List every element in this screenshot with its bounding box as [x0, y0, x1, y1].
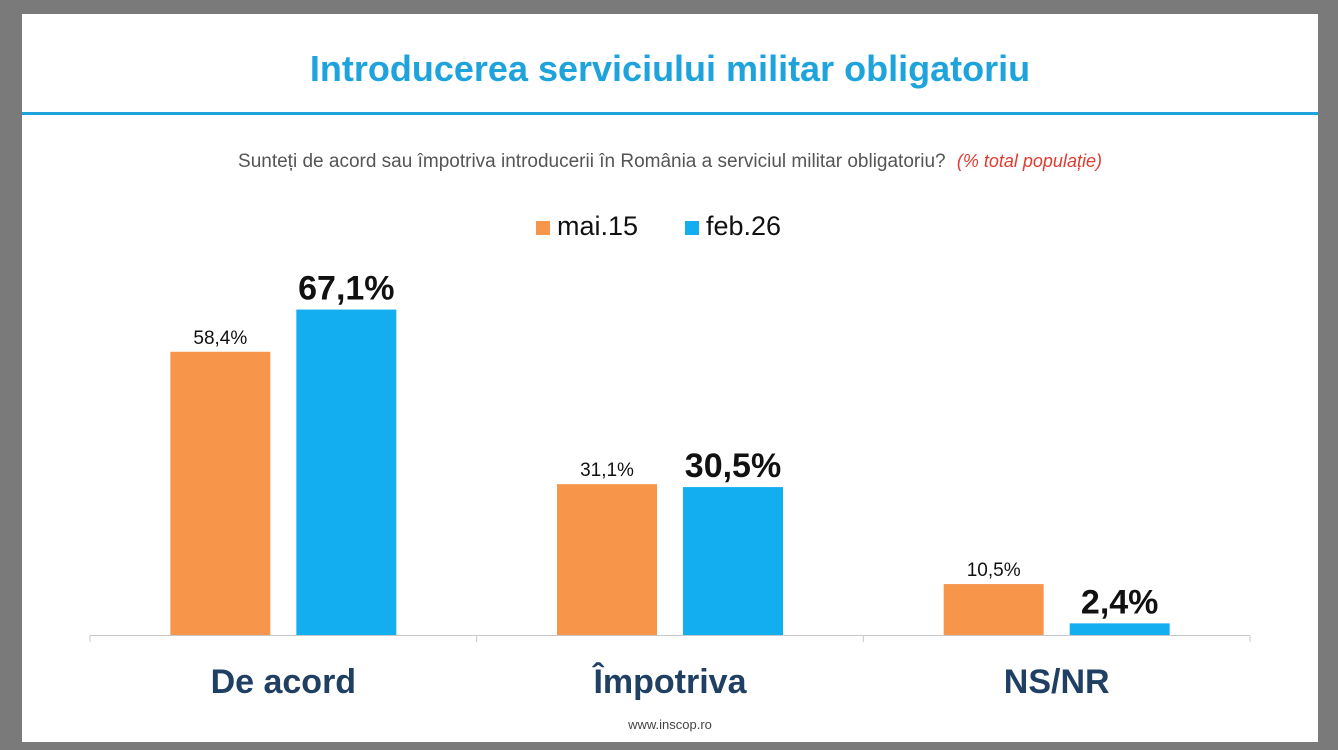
data-label: 31,1% [580, 460, 634, 481]
data-label: 67,1% [298, 270, 394, 308]
bar-mai-15 [170, 351, 271, 635]
bar-mai-15 [557, 484, 657, 635]
legend-label: mai.15 [557, 211, 638, 241]
data-label: 30,5% [685, 447, 781, 485]
question-text: Sunteți de acord sau împotriva introduce… [238, 151, 946, 172]
question-note: (% total populație) [956, 151, 1102, 171]
bar-feb-26 [296, 309, 397, 635]
bar-chart: 58,4% 67,1% De acord 31,1% 30,5% Împotriva 10,… [89, 211, 1251, 701]
data-label: 10,5% [967, 560, 1021, 581]
bar-feb-26 [683, 487, 783, 635]
bar-feb-26 [1069, 623, 1170, 635]
title-divider [22, 112, 1318, 115]
bar-mai-15 [943, 584, 1044, 635]
footer-url: www.inscop.ro [628, 717, 712, 732]
legend-swatch [536, 221, 550, 235]
legend-label: feb.26 [706, 211, 781, 241]
data-label: 58,4% [193, 328, 247, 349]
category-label: NS/NR [1004, 663, 1110, 701]
category-label: Împotriva [591, 663, 747, 701]
category-label: De acord [211, 663, 357, 701]
legend-swatch [685, 221, 699, 235]
survey-question: Sunteți de acord sau împotriva introduce… [22, 151, 1318, 173]
chart-title: Introducerea serviciului militar obligat… [309, 48, 1031, 89]
slide: Introducerea serviciului militar obligat… [22, 14, 1318, 742]
data-label: 2,4% [1081, 583, 1159, 621]
